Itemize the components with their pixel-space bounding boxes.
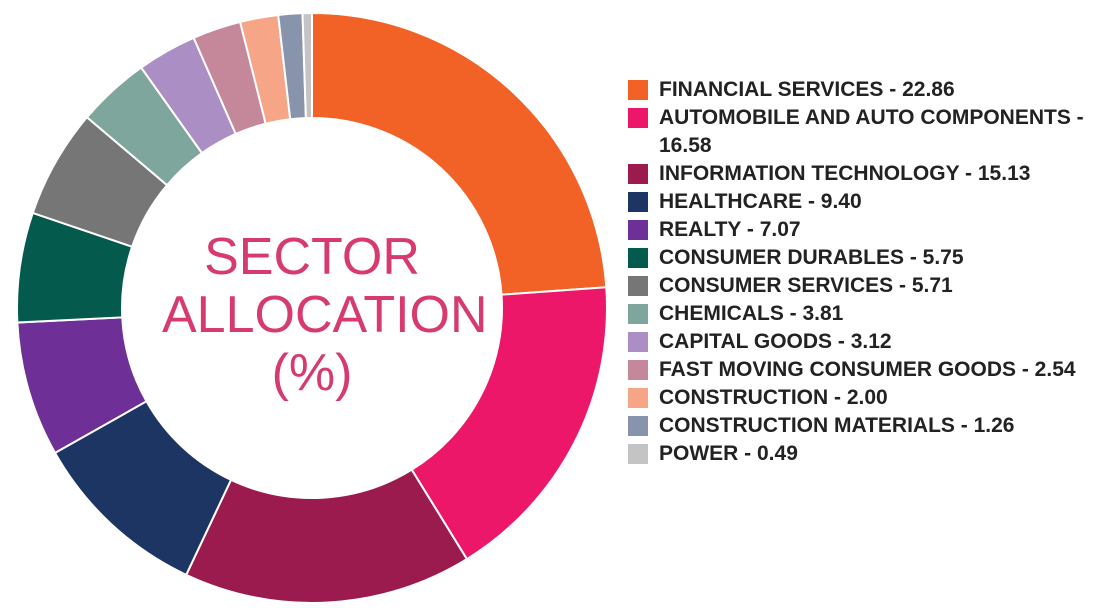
legend-swatch [628, 360, 648, 380]
legend: FINANCIAL SERVICES - 22.86 AUTOMOBILE AND… [628, 76, 1108, 468]
legend-swatch [628, 332, 648, 352]
pie-slice-1 [311, 11, 608, 296]
legend-label: AUTOMOBILE AND AUTO COMPONENTS - 16.58 [659, 106, 1084, 157]
pie-slice-13 [301, 11, 313, 120]
legend-label: FAST MOVING CONSUMER GOODS - 2.54 [659, 358, 1076, 381]
legend-item-4: HEALTHCARE - 9.40 [628, 188, 1108, 216]
pie-slice-3 [184, 468, 469, 604]
legend-item-7: CONSUMER SERVICES - 5.71 [628, 272, 1108, 300]
chart-title-line-1: SECTOR [204, 228, 420, 286]
legend-label: HEALTHCARE - 9.40 [659, 190, 862, 213]
legend-swatch [628, 192, 648, 212]
legend-item-5: REALTY - 7.07 [628, 216, 1108, 244]
legend-swatch [628, 108, 648, 128]
donut-chart [16, 11, 608, 604]
legend-label: FINANCIAL SERVICES - 22.86 [659, 78, 955, 101]
legend-swatch [628, 388, 648, 408]
legend-swatch [628, 444, 648, 464]
legend-swatch [628, 80, 648, 100]
legend-swatch [628, 248, 648, 268]
legend-item-13: POWER - 0.49 [628, 440, 1108, 468]
legend-item-6: CONSUMER DURABLES - 5.75 [628, 244, 1108, 272]
legend-label: CONSUMER DURABLES - 5.75 [659, 246, 964, 269]
chart-title-line-2: ALLOCATION [162, 286, 488, 344]
legend-label: CONSTRUCTION MATERIALS - 1.26 [659, 414, 1015, 437]
legend-item-3: INFORMATION TECHNOLOGY - 15.13 [628, 160, 1108, 188]
legend-item-10: FAST MOVING CONSUMER GOODS - 2.54 [628, 356, 1108, 384]
chart-title-line-3: (%) [271, 344, 353, 402]
legend-swatch [628, 164, 648, 184]
legend-item-12: CONSTRUCTION MATERIALS - 1.26 [628, 412, 1108, 440]
legend-label: CONSUMER SERVICES - 5.71 [659, 274, 953, 297]
legend-swatch [628, 416, 648, 436]
legend-label: REALTY - 7.07 [659, 218, 801, 241]
legend-item-11: CONSTRUCTION - 2.00 [628, 384, 1108, 412]
chart-title: SECTOR ALLOCATION (%) [162, 228, 488, 402]
legend-item-8: CHEMICALS - 3.81 [628, 300, 1108, 328]
legend-swatch [628, 304, 648, 324]
legend-label: CONSTRUCTION - 2.00 [659, 386, 888, 409]
legend-label: POWER - 0.49 [659, 442, 798, 465]
legend-item-9: CAPITAL GOODS - 3.12 [628, 328, 1108, 356]
legend-label: CAPITAL GOODS - 3.12 [659, 330, 892, 353]
legend-item-1: FINANCIAL SERVICES - 22.86 [628, 76, 1108, 104]
legend-item-2: AUTOMOBILE AND AUTO COMPONENTS - 16.58 [628, 104, 1108, 160]
legend-label: CHEMICALS - 3.81 [659, 302, 844, 325]
legend-swatch [628, 220, 648, 240]
legend-swatch [628, 276, 648, 296]
legend-label: INFORMATION TECHNOLOGY - 15.13 [659, 162, 1031, 185]
